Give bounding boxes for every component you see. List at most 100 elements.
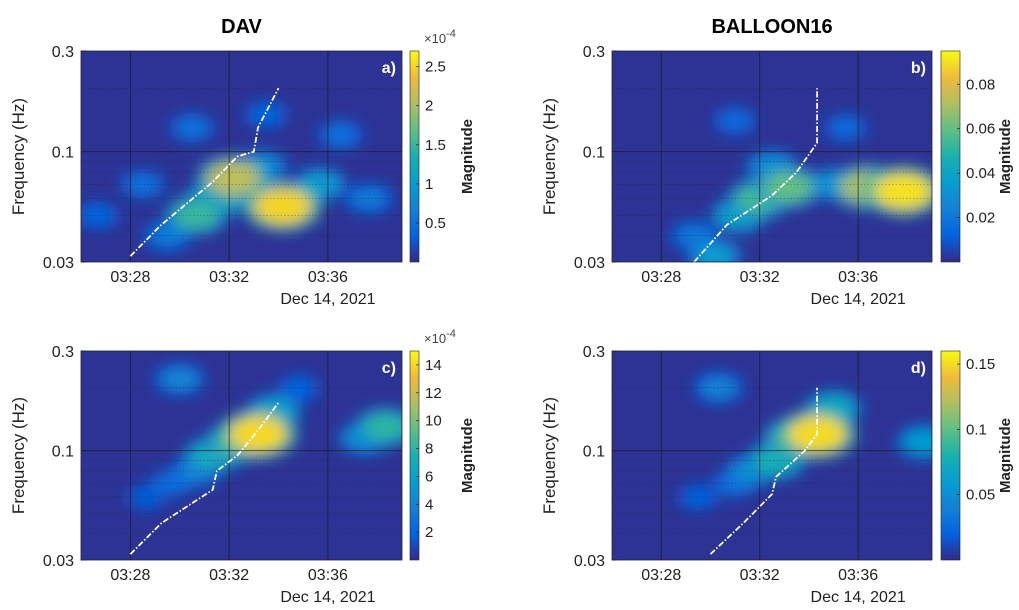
colorbar: [409, 350, 420, 561]
colorbar-tick-label: 1: [425, 176, 433, 193]
y-tick-label: 0.1: [583, 444, 605, 461]
heatmap-blob: [903, 429, 932, 455]
y-axis-label: Frequency (Hz): [9, 397, 28, 514]
colorbar-tick-label: 8: [425, 441, 433, 458]
panel-c: c) 0.3 0.1 0.03 Frequency (Hz) 03:28 03:32 03:3…: [9, 328, 476, 606]
plot-frame: [611, 350, 933, 561]
colorbar-tick-label: 2: [425, 524, 433, 541]
plot-frame: [611, 50, 933, 263]
panel-a: a) DAV 0.3 0.1 0.03 Frequency (Hz) 03:28 03:32 0…: [9, 16, 476, 308]
heatmap-blob: [253, 188, 312, 225]
colorbar-tick-label: 1.5: [425, 137, 446, 154]
colorbar-tick-label: 12: [425, 385, 442, 402]
grid-lines: [612, 51, 932, 262]
heatmap-blob: [829, 117, 863, 139]
plot-frame: [80, 350, 403, 561]
y-tick-label: 0.1: [52, 444, 74, 461]
heatmap-blob: [323, 124, 358, 146]
panel-label: a): [382, 60, 396, 77]
x-tick-label: 03:28: [110, 567, 150, 584]
x-axis-date-label: Dec 14, 2021: [811, 291, 906, 308]
heatmap-blob: [161, 367, 199, 391]
heatmap-blob: [718, 110, 752, 132]
panel-label: b): [911, 60, 926, 77]
heatmap-blobs: [669, 106, 932, 262]
colorbar-exponent: ×10-4: [424, 28, 456, 46]
x-tick-label: 03:28: [641, 567, 681, 584]
x-axis-date-label: Dec 14, 2021: [280, 589, 375, 606]
heatmap-blob: [874, 172, 932, 210]
x-tick-label: 03:36: [838, 269, 878, 286]
colorbar-exponent: ×10-4: [424, 328, 456, 346]
y-tick-label: 0.3: [583, 44, 605, 61]
colorbar-tick-label: 0.15: [966, 356, 995, 373]
colorbar-tick-label: 0.02: [966, 210, 995, 227]
colorbar-tick-label: 2: [425, 98, 433, 115]
y-tick-label: 0.1: [52, 145, 74, 162]
colorbar: [940, 350, 961, 561]
x-tick-label: 03:32: [740, 567, 780, 584]
heatmap-layer: [669, 106, 932, 262]
grid-lines: [81, 51, 402, 262]
y-tick-label: 0.03: [43, 553, 74, 570]
colorbar-tick-label: 10: [425, 413, 442, 430]
y-tick-label: 0.03: [43, 255, 74, 272]
panel-b: b) BALLOON16 0.3 0.1 0.03 Frequency (Hz) 03:28…: [540, 16, 1014, 308]
y-tick-label: 0.3: [52, 44, 74, 61]
colorbar-tick-label: 0.5: [425, 215, 446, 232]
colorbar-label: Magnitude: [459, 119, 476, 194]
grid-lines: [81, 351, 402, 560]
y-tick-label: 0.3: [52, 344, 74, 361]
colorbar-label: Magnitude: [459, 418, 476, 493]
panel-label: d): [911, 360, 926, 377]
panel-label: c): [382, 360, 396, 377]
colorbar-tick-label: 0.04: [966, 165, 995, 182]
x-tick-label: 03:36: [308, 269, 348, 286]
heatmap-blob: [249, 104, 283, 125]
panel-title: BALLOON16: [711, 16, 832, 38]
heatmap-blob: [173, 200, 220, 230]
heatmap-blob: [81, 204, 114, 226]
y-axis-label: Frequency (Hz): [9, 98, 28, 215]
x-tick-label: 03:28: [110, 269, 150, 286]
heatmap-blob: [363, 412, 402, 442]
y-tick-label: 0.1: [583, 145, 605, 162]
heatmap-blob: [700, 376, 737, 400]
x-axis-date-label: Dec 14, 2021: [280, 291, 375, 308]
dispersion-curve: [129, 402, 280, 555]
heatmap-blobs: [81, 99, 394, 252]
x-tick-label: 03:36: [308, 567, 348, 584]
colorbar-label: Magnitude: [997, 418, 1014, 493]
panel-title: DAV: [221, 16, 262, 38]
colorbar-tick-label: 4: [425, 496, 433, 513]
colorbar: [409, 50, 420, 263]
x-tick-label: 03:32: [209, 567, 249, 584]
colorbar-tick-label: 0.06: [966, 121, 995, 138]
colorbar-tick-label: 0.05: [966, 487, 995, 504]
colorbar: [940, 50, 961, 263]
y-tick-label: 0.03: [574, 553, 605, 570]
heatmap-blob: [764, 171, 813, 203]
dispersion-curve: [709, 387, 818, 555]
heatmap-blob: [175, 116, 210, 139]
y-tick-label: 0.03: [574, 255, 605, 272]
colorbar-tick-label: 0.1: [966, 421, 987, 438]
x-tick-label: 03:28: [641, 269, 681, 286]
heatmap-layer: [81, 99, 394, 252]
heatmap-blob: [682, 486, 715, 508]
dispersion-curve: [129, 87, 280, 257]
x-tick-label: 03:32: [740, 269, 780, 286]
heatmap-blob: [694, 243, 735, 262]
x-axis-date-label: Dec 14, 2021: [811, 589, 906, 606]
y-axis-label: Frequency (Hz): [540, 98, 559, 215]
colorbar-tick-label: 14: [425, 357, 442, 374]
heatmap-blob: [229, 415, 287, 453]
y-axis-label: Frequency (Hz): [540, 397, 559, 514]
colorbar-tick-label: 0.08: [966, 76, 995, 93]
x-tick-label: 03:32: [209, 269, 249, 286]
grid-lines: [612, 351, 932, 560]
panel-d: d) 0.3 0.1 0.03 Frequency (Hz) 03:28 03:32 03:3…: [540, 344, 1014, 606]
plot-frame: [80, 50, 403, 263]
colorbar-tick-label: 2.5: [425, 59, 446, 76]
